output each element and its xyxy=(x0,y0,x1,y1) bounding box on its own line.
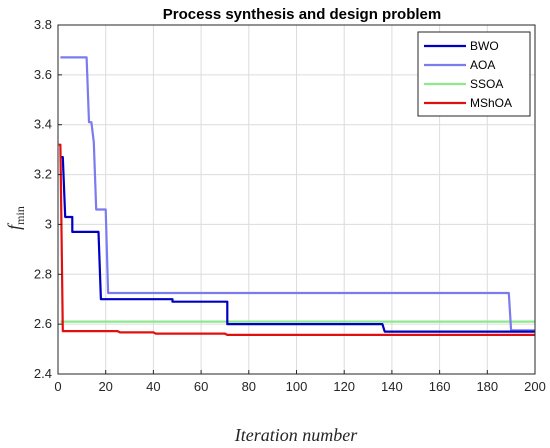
y-axis-label-main: f xyxy=(4,222,24,230)
chart-title: Process synthesis and design problem xyxy=(163,6,441,23)
y-axis-ticks: 2.4 2.6 2.8 3 3.2 3.4 3.6 3.8 xyxy=(34,17,62,381)
x-tick-label: 20 xyxy=(98,379,112,394)
x-tick-label: 180 xyxy=(476,379,498,394)
x-axis-ticks: 0 20 40 60 80 100 120 140 160 180 200 xyxy=(54,370,546,394)
x-tick-label: 0 xyxy=(54,379,61,394)
y-tick-label: 3.6 xyxy=(34,67,52,82)
legend-label-aoa: AOA xyxy=(470,58,495,72)
x-tick-label: 80 xyxy=(242,379,256,394)
x-axis-label: Iteration number xyxy=(234,425,358,445)
x-tick-label: 120 xyxy=(333,379,355,394)
svg-text:fmin: fmin xyxy=(4,206,27,230)
series-line-mshoa xyxy=(58,143,535,336)
y-tick-label: 2.6 xyxy=(34,316,52,331)
x-tick-label: 40 xyxy=(146,379,160,394)
x-tick-label: 160 xyxy=(429,379,451,394)
y-tick-label: 3.4 xyxy=(34,117,52,132)
x-tick-label: 140 xyxy=(381,379,403,394)
legend-label-mshoa: MShOA xyxy=(470,96,512,110)
x-tick-label: 100 xyxy=(286,379,308,394)
y-tick-label: 3.8 xyxy=(34,17,52,32)
y-axis-label: fmin xyxy=(4,206,27,230)
y-axis-label-sub: min xyxy=(13,206,27,225)
legend-label-bwo: BWO xyxy=(470,39,499,53)
legend-label-ssoa: SSOA xyxy=(470,77,503,91)
x-tick-label: 200 xyxy=(524,379,546,394)
series-group xyxy=(58,56,535,336)
y-tick-label: 2.4 xyxy=(34,366,52,381)
y-tick-label: 3 xyxy=(45,216,52,231)
series-line-aoa xyxy=(60,56,535,332)
x-tick-label: 60 xyxy=(194,379,208,394)
legend: BWO AOA SSOA MShOA xyxy=(417,31,531,117)
series-line-bwo xyxy=(60,156,535,333)
y-tick-label: 2.8 xyxy=(34,266,52,281)
y-tick-label: 3.2 xyxy=(34,167,52,182)
